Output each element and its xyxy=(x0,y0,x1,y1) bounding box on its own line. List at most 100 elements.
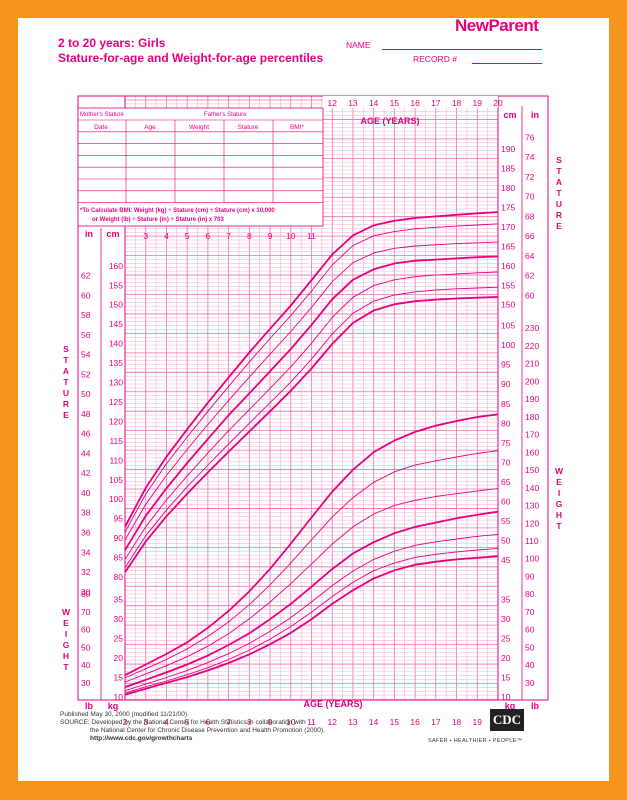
stature-cm-tick-left: 100 xyxy=(109,494,123,504)
x-tick-mid: 3 xyxy=(143,231,148,241)
name-label: NAME xyxy=(346,40,371,50)
stature-cm-tick-left: 130 xyxy=(109,378,123,388)
stature-cm-tick-left: 105 xyxy=(109,475,123,485)
weight-kg-tick-right: 60 xyxy=(501,497,511,507)
stature-in-tick-left: 36 xyxy=(81,527,91,537)
unit-cm-left: cm xyxy=(106,229,119,239)
stature-cm-tick-right: 165 xyxy=(501,241,515,251)
stature-p95-line xyxy=(124,211,499,528)
stature-cm-tick-left: 125 xyxy=(109,397,123,407)
weight-kg-tick-right: 45 xyxy=(501,555,511,565)
weight-lb-tick-right: 80 xyxy=(525,589,535,599)
weight-p75-line xyxy=(124,488,499,683)
weight-kg-tick-right-low: 30 xyxy=(501,614,511,624)
chart-frame xyxy=(77,95,549,701)
unit-lb-right: lb xyxy=(531,701,540,711)
footer-published: Published May 30, 2000 (modified 11/21/0… xyxy=(60,711,189,718)
x-tick-bottom: 15 xyxy=(390,717,400,727)
stature-in-tick-right: 72 xyxy=(525,172,535,182)
weight-lb-tick-right: 60 xyxy=(525,625,535,635)
x-tick-bottom: 9 xyxy=(268,717,273,727)
weight-kg-tick-right: 55 xyxy=(501,516,511,526)
weight-lb-tick-right: 190 xyxy=(525,394,539,404)
table-col-bmi: BMI* xyxy=(290,124,305,131)
x-tick-bottom: 16 xyxy=(410,717,420,727)
weight-kg-tick-right-low: 25 xyxy=(501,633,511,643)
stature-cm-tick-left: 85 xyxy=(114,553,124,563)
stature-cm-tick-right: 170 xyxy=(501,222,515,232)
stature-in-tick-right: 70 xyxy=(525,192,535,202)
stature-cm-tick-left: 95 xyxy=(114,514,124,524)
mothers-stature-label: Mother's Stature xyxy=(80,112,124,118)
weight-lb-tick-right: 160 xyxy=(525,447,539,457)
x-tick-top: 20 xyxy=(493,98,503,108)
bmi-note-line1: *To Calculate BMI: Weight (kg) ÷ Stature… xyxy=(80,208,275,214)
weight-p95-line xyxy=(124,413,499,676)
stature-p5-line xyxy=(124,296,499,573)
stature-in-tick-left: 40 xyxy=(81,488,91,498)
stature-in-tick-left: 62 xyxy=(81,271,91,281)
weight-lb-tick-right: 30 xyxy=(525,678,535,688)
record-field[interactable] xyxy=(472,63,542,64)
stature-in-tick-left: 52 xyxy=(81,369,91,379)
stature-in-tick-left: 50 xyxy=(81,389,91,399)
x-tick-bottom: 3 xyxy=(143,717,148,727)
stature-in-tick-right: 76 xyxy=(525,132,535,142)
x-tick-top: 15 xyxy=(390,98,400,108)
stature-in-tick-right: 66 xyxy=(525,231,535,241)
x-tick-bottom: 13 xyxy=(348,717,358,727)
stature-cm-tick-left: 115 xyxy=(109,436,123,446)
stature-in-tick-left: 58 xyxy=(81,310,91,320)
stature-p25-line xyxy=(124,271,499,560)
x-tick-mid: 10 xyxy=(286,231,296,241)
name-field[interactable] xyxy=(382,49,542,50)
weight-p10-line xyxy=(124,547,499,694)
footer-url[interactable]: http://www.cdc.gov/growthcharts xyxy=(90,735,193,742)
weight-lb-tick-right: 90 xyxy=(525,571,535,581)
stature-in-tick-left: 48 xyxy=(81,409,91,419)
table-col-stature: Stature xyxy=(238,124,259,131)
weight-kg-tick-left: 10 xyxy=(114,692,124,702)
stature-in-tick-right: 64 xyxy=(525,251,535,261)
weight-p50-line xyxy=(124,510,499,689)
x-tick-mid: 6 xyxy=(206,231,211,241)
weight-lb-tick-right: 70 xyxy=(525,607,535,617)
weight-kg-tick-right-low: 15 xyxy=(501,672,511,682)
table-col-weight: Weight xyxy=(189,124,209,131)
x-tick-bottom: 6 xyxy=(206,717,211,727)
stature-p90-line xyxy=(124,223,499,533)
weight-kg-tick-right-low: 10 xyxy=(501,692,511,702)
x-tick-top: 14 xyxy=(369,98,379,108)
weight-lb-tick-right: 210 xyxy=(525,359,539,369)
weight-kg-tick-right-low: 35 xyxy=(501,594,511,604)
weight-lb-tick-right: 100 xyxy=(525,554,539,564)
stature-cm-tick-right: 160 xyxy=(501,261,515,271)
stature-cm-tick-right: 150 xyxy=(501,300,515,310)
newparent-logo: NewParent xyxy=(455,16,539,35)
x-tick-mid: 4 xyxy=(164,231,169,241)
weight-lb-tick-right: 140 xyxy=(525,483,539,493)
weight-kg-tick-left: 30 xyxy=(114,614,124,624)
stature-in-tick-left: 44 xyxy=(81,448,91,458)
stature-p50-line xyxy=(124,255,499,551)
stature-cm-tick-left: 155 xyxy=(109,280,123,290)
table-col-age: Age xyxy=(144,124,156,131)
weight-lb-tick-right: 50 xyxy=(525,642,535,652)
chart-title-line2: Stature-for-age and Weight-for-age perce… xyxy=(58,51,324,65)
x-tick-mid: 8 xyxy=(247,231,252,241)
stature-cm-tick-left: 150 xyxy=(109,300,123,310)
bmi-note-line2: or Weight (lb) ÷ Stature (in) ÷ Stature … xyxy=(92,217,224,223)
chart-title-line1: 2 to 20 years: Girls xyxy=(58,36,166,50)
x-tick-top: 17 xyxy=(431,98,441,108)
weight-lb-tick-left: 60 xyxy=(81,625,91,635)
stature-cm-tick-left: 120 xyxy=(109,416,123,426)
footer-source: Published May 30, 2000 (modified 11/21/0… xyxy=(60,711,325,743)
weight-kg-tick-right: 65 xyxy=(501,477,511,487)
cdc-tagline: SAFER • HEALTHIER • PEOPLE™ xyxy=(428,738,523,744)
x-tick-bottom: 5 xyxy=(185,717,190,727)
